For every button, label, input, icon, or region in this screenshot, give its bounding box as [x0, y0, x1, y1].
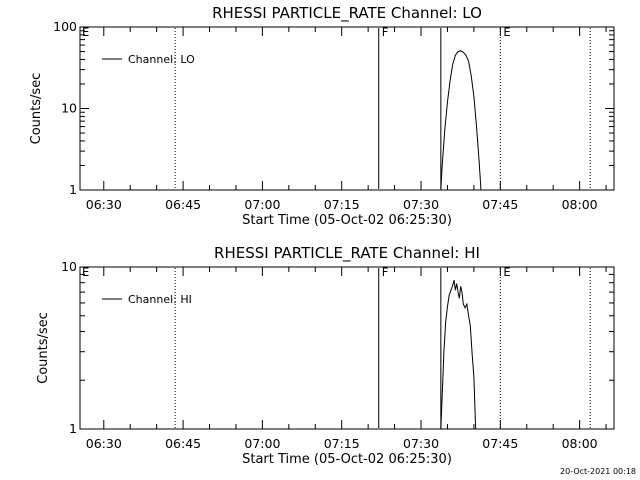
- chart-title-hi: RHESSI PARTICLE_RATE Channel: HI: [214, 244, 480, 263]
- x-tick-label: 07:15: [324, 436, 360, 451]
- event-marker-label: F: [382, 265, 389, 279]
- legend-label-lo: Channel: LO: [128, 53, 195, 66]
- x-tick-label: 06:30: [86, 436, 122, 451]
- timestamp: 20-Oct-2021 00:18: [560, 467, 636, 476]
- chart-title-lo: RHESSI PARTICLE_RATE Channel: LO: [212, 4, 482, 23]
- y-tick-label: 1: [69, 421, 77, 436]
- x-tick-label: 08:00: [562, 197, 598, 212]
- x-tick-label: 06:45: [165, 436, 201, 451]
- x-tick-label: 07:30: [403, 436, 439, 451]
- legend-label-hi: Channel: HI: [128, 293, 192, 306]
- series-line-hi: [440, 279, 477, 430]
- x-tick-label: 08:00: [562, 436, 598, 451]
- plot-frame-hi: [79, 266, 615, 430]
- event-marker-label: E: [503, 265, 510, 279]
- x-tick-label: 06:30: [86, 197, 122, 212]
- y-tick-label: 100: [53, 19, 77, 34]
- y-axis-label-hi: Counts/sec: [36, 312, 51, 384]
- x-axis-label-hi: Start Time (05-Oct-02 06:25:30): [242, 452, 452, 467]
- x-tick-label: 06:45: [165, 197, 201, 212]
- x-tick-label: 07:30: [403, 197, 439, 212]
- x-tick-label: 07:00: [244, 436, 280, 451]
- y-axis-label-lo: Counts/sec: [29, 73, 44, 145]
- plot-frame-lo: [79, 26, 615, 191]
- y-tick-label: 10: [61, 101, 77, 116]
- event-marker-label: E: [503, 25, 510, 39]
- y-tick-label: 1: [69, 182, 77, 197]
- x-tick-label: 07:00: [244, 197, 280, 212]
- x-tick-label: 07:45: [482, 197, 518, 212]
- edge-marker-label: E: [82, 25, 89, 39]
- series-line-lo: [440, 50, 482, 191]
- edge-marker-label: E: [82, 265, 89, 279]
- x-axis-label-lo: Start Time (05-Oct-02 06:25:30): [242, 213, 452, 228]
- event-marker-label: F: [382, 25, 389, 39]
- y-tick-label: 10: [61, 259, 77, 274]
- x-tick-label: 07:15: [324, 197, 360, 212]
- x-tick-label: 07:45: [482, 436, 518, 451]
